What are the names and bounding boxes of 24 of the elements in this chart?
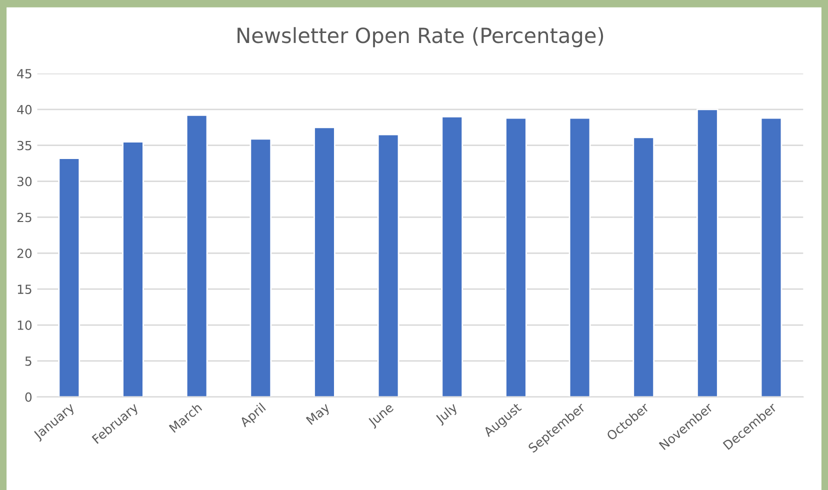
bar [696, 108, 718, 397]
bar [186, 114, 208, 397]
x-tick-label: May [306, 402, 332, 427]
y-tick-label: 0 [25, 392, 32, 402]
bar [377, 134, 400, 397]
y-tick-label: 5 [25, 356, 32, 366]
y-tick-label: 45 [17, 69, 32, 78]
y-tick-label: 15 [18, 284, 32, 294]
bar [568, 117, 591, 397]
bar [441, 116, 464, 397]
y-tick-label: 35 [17, 140, 32, 150]
bar [250, 138, 272, 397]
y-tick-label: 40 [17, 104, 32, 114]
bar [632, 136, 655, 397]
bar [58, 158, 80, 397]
bar [122, 141, 144, 397]
y-tick-label: 30 [17, 176, 32, 186]
bar [314, 126, 336, 397]
bar [505, 117, 527, 397]
chart-title: Newsletter Open Rate (Percentage) [238, 27, 604, 48]
bar [760, 117, 782, 397]
y-tick-label: 25 [17, 212, 32, 222]
y-tick-label: 20 [17, 248, 32, 258]
y-tick-label: 10 [18, 320, 32, 330]
